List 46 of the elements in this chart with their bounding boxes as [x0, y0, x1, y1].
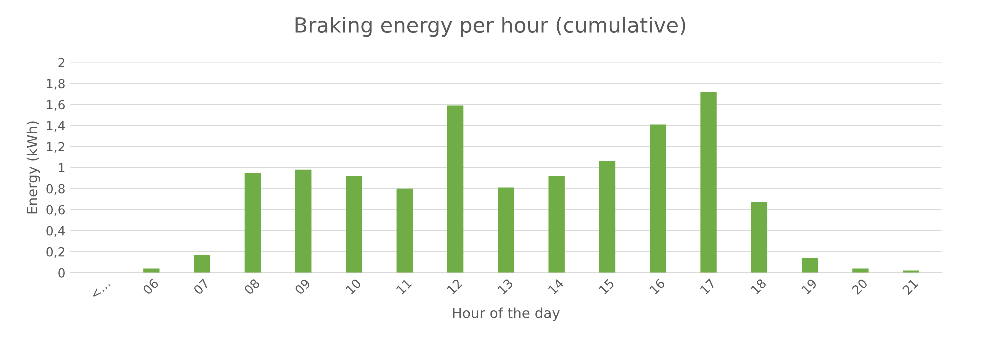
y-tick-label: 1,8 [47, 79, 65, 90]
bar [802, 258, 818, 273]
y-tick-label: 0,8 [46, 184, 65, 196]
x-tick-label: 08 [244, 278, 261, 296]
y-tick-label: 1,2 [47, 142, 65, 153]
x-tick-label: 11 [396, 278, 412, 295]
x-tick-label: 10 [345, 278, 362, 295]
y-tick-label: 0,6 [46, 205, 65, 216]
x-tick-label: 13 [497, 278, 514, 295]
x-tick-label: 16 [649, 278, 666, 295]
y-tick-label: 1,4 [47, 121, 66, 132]
x-tick-label: 21 [902, 278, 919, 296]
bar [346, 176, 362, 273]
x-tick-label: 18 [750, 278, 768, 295]
x-axis-title: Hour of the day [453, 308, 560, 322]
x-tick-label: 15 [598, 278, 615, 295]
x-tick-label: 14 [548, 278, 564, 295]
bar [852, 268, 869, 273]
bar [548, 176, 565, 273]
y-axis-title: Energy (kWh) [26, 122, 40, 214]
bar [296, 170, 312, 273]
y-tick-label: 0,2 [46, 247, 65, 258]
x-tick-label: 20 [852, 278, 868, 296]
bar [498, 188, 514, 273]
x-tick-label: 09 [294, 278, 312, 296]
y-tick-label: 0 [58, 268, 65, 278]
bar [599, 162, 616, 273]
bar [751, 202, 768, 273]
y-tick-label: 1 [59, 163, 65, 173]
x-tick-label: 19 [801, 278, 818, 295]
bar [396, 188, 414, 273]
bar [144, 268, 160, 273]
x-tick-label: 06 [142, 278, 160, 296]
x-tick-label: 12 [446, 278, 463, 295]
x-tick-label: 07 [193, 278, 210, 296]
bar [700, 92, 717, 273]
y-tick-label: 1,6 [47, 100, 65, 111]
x-tick-label: <... [91, 280, 110, 300]
bar [194, 255, 210, 273]
chart-title: Braking energy per hour (cumulative) [296, 16, 686, 38]
x-tick-label: 17 [700, 278, 716, 295]
bar [244, 173, 262, 273]
bar [650, 124, 666, 273]
bar [447, 106, 464, 273]
y-tick-label: 0,4 [46, 226, 66, 238]
y-tick-label: 2 [58, 58, 65, 68]
